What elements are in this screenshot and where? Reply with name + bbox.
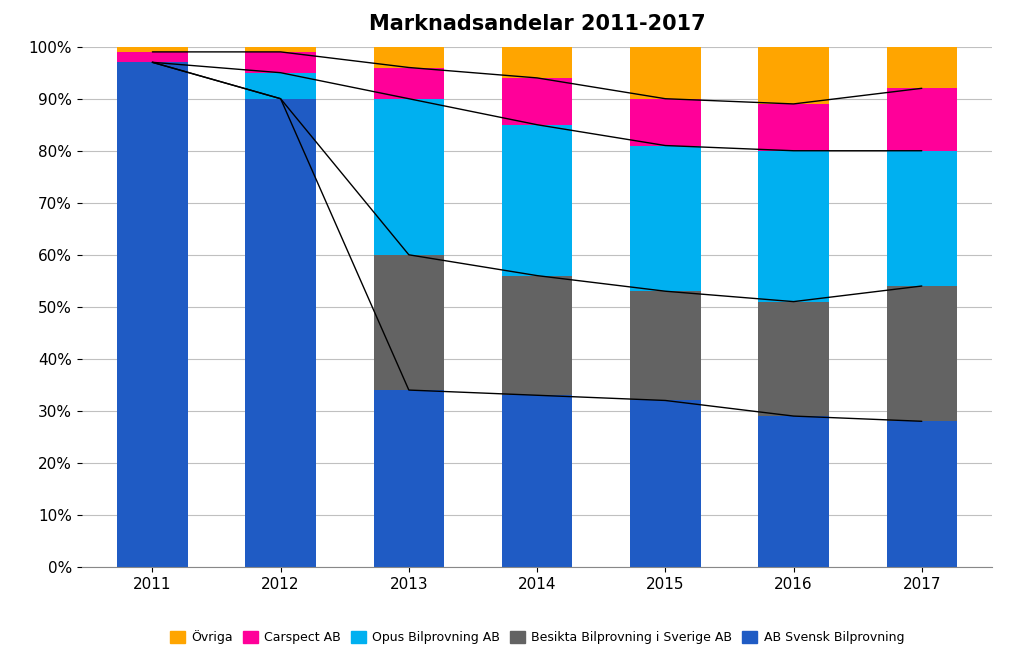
Bar (887, 88, 958, 151)
Bar (117, 52, 187, 62)
Bar (117, 47, 187, 52)
Bar (758, 47, 829, 104)
Bar (758, 416, 829, 567)
Bar (502, 275, 572, 396)
Bar (758, 151, 829, 301)
Legend: Övriga, Carspect AB, Opus Bilprovning AB, Besikta Bilprovning i Sverige AB, AB S: Övriga, Carspect AB, Opus Bilprovning AB… (165, 625, 909, 649)
Bar (887, 151, 958, 286)
Bar (373, 67, 444, 99)
Bar (502, 78, 572, 125)
Bar (630, 99, 701, 145)
Bar (373, 99, 444, 255)
Bar (887, 422, 958, 567)
Bar (246, 52, 316, 73)
Bar (502, 47, 572, 78)
Bar (887, 286, 958, 422)
Bar (502, 125, 572, 275)
Bar (887, 47, 958, 88)
Bar (373, 47, 444, 67)
Bar (246, 47, 316, 52)
Bar (373, 390, 444, 567)
Bar (758, 301, 829, 416)
Bar (502, 396, 572, 567)
Bar (630, 145, 701, 291)
Bar (630, 291, 701, 400)
Bar (630, 400, 701, 567)
Title: Marknadsandelar 2011-2017: Marknadsandelar 2011-2017 (368, 14, 706, 34)
Bar (246, 99, 316, 567)
Bar (117, 62, 187, 567)
Bar (246, 73, 316, 99)
Bar (758, 104, 829, 151)
Bar (373, 255, 444, 390)
Bar (630, 47, 701, 99)
